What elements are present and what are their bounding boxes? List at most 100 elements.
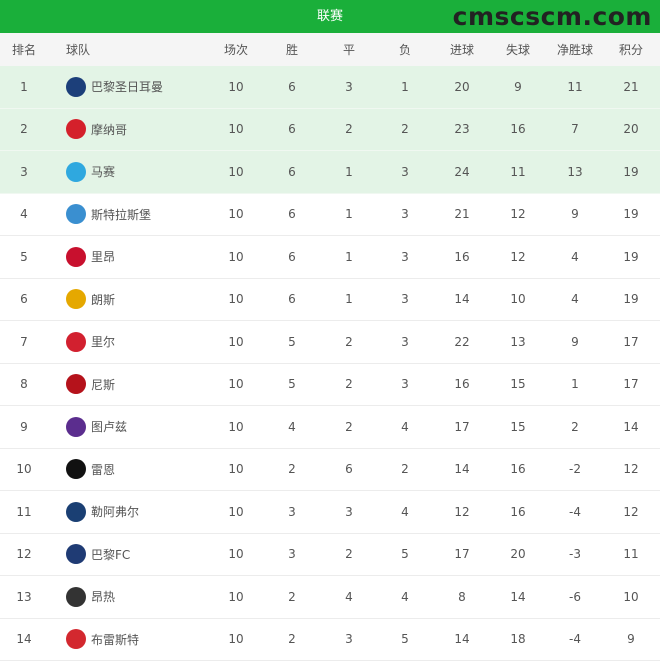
stat-w: 5 xyxy=(288,334,296,349)
stat-d: 1 xyxy=(345,292,353,307)
header-rank: 排名 xyxy=(11,43,36,57)
stat-w: 6 xyxy=(288,207,296,222)
stat-d: 1 xyxy=(345,164,353,179)
stat-gf: 14 xyxy=(454,462,470,477)
stat-gf: 16 xyxy=(454,377,470,392)
team-name: 斯特拉斯堡 xyxy=(91,207,152,222)
stat-ga: 14 xyxy=(510,589,526,604)
stat-p: 10 xyxy=(228,589,244,604)
stat-gd: 9 xyxy=(571,334,579,349)
stat-pts: 19 xyxy=(623,164,639,179)
team-name: 朗斯 xyxy=(91,292,116,307)
rank: 13 xyxy=(16,589,32,604)
stat-w: 6 xyxy=(288,249,296,264)
stat-p: 10 xyxy=(228,164,244,179)
team-name: 巴黎圣日耳曼 xyxy=(91,80,164,95)
table-row[interactable]: 9 图卢兹 10 4 2 4 17 15 2 14 xyxy=(0,406,660,449)
stat-p: 10 xyxy=(228,207,244,222)
stat-pts: 19 xyxy=(623,292,639,307)
team-cell[interactable]: 摩纳哥 xyxy=(66,119,127,140)
stat-d: 2 xyxy=(345,547,353,562)
team-cell[interactable]: 朗斯 xyxy=(66,289,116,310)
team-name: 马赛 xyxy=(91,165,116,180)
team-cell[interactable]: 斯特拉斯堡 xyxy=(66,204,152,225)
table-row[interactable]: 3 马赛 10 6 1 3 24 11 13 19 xyxy=(0,151,660,194)
team-logo-icon xyxy=(66,289,86,310)
stat-w: 5 xyxy=(288,377,296,392)
stat-pts: 19 xyxy=(623,249,639,264)
table-row[interactable]: 13 昂热 10 2 4 4 8 14 -6 10 xyxy=(0,576,660,619)
table-row[interactable]: 14 布雷斯特 10 2 3 5 14 18 -4 9 xyxy=(0,619,660,661)
team-logo-icon xyxy=(66,586,86,607)
stat-ga: 12 xyxy=(510,249,526,264)
table-row[interactable]: 6 朗斯 10 6 1 3 14 10 4 19 xyxy=(0,279,660,321)
team-cell[interactable]: 昂热 xyxy=(66,586,115,607)
stat-gf: 21 xyxy=(454,207,470,222)
stat-l: 4 xyxy=(401,419,409,434)
header-won: 胜 xyxy=(285,43,298,57)
stat-p: 10 xyxy=(228,462,244,477)
team-cell[interactable]: 巴黎圣日耳曼 xyxy=(66,76,164,97)
watermark: cmscscm.com xyxy=(452,2,652,31)
stat-d: 3 xyxy=(345,504,353,519)
team-cell[interactable]: 雷恩 xyxy=(66,459,115,480)
team-cell[interactable]: 里尔 xyxy=(66,331,115,352)
team-cell[interactable]: 里昂 xyxy=(66,246,115,267)
stat-gf: 22 xyxy=(454,334,470,349)
stat-d: 6 xyxy=(345,462,353,477)
stat-gd: 13 xyxy=(567,164,583,179)
stat-l: 5 xyxy=(401,547,409,562)
stat-w: 3 xyxy=(288,547,296,562)
stat-ga: 12 xyxy=(510,207,526,222)
table-row[interactable]: 7 里尔 10 5 2 3 22 13 9 17 xyxy=(0,321,660,364)
team-cell[interactable]: 巴黎FC xyxy=(66,544,130,565)
stat-w: 2 xyxy=(288,632,296,647)
stat-d: 1 xyxy=(345,207,353,222)
team-logo-icon xyxy=(66,161,86,182)
table-row[interactable]: 2 摩纳哥 10 6 2 2 23 16 7 20 xyxy=(0,108,660,151)
team-logo-icon xyxy=(66,246,86,267)
table-row[interactable]: 11 勒阿弗尔 10 3 3 4 12 16 -4 12 xyxy=(0,491,660,534)
stat-w: 2 xyxy=(288,462,296,477)
team-cell[interactable]: 图卢兹 xyxy=(66,416,127,437)
team-cell[interactable]: 马赛 xyxy=(66,161,116,182)
stat-ga: 20 xyxy=(510,547,526,562)
rank: 14 xyxy=(16,632,32,647)
table-row[interactable]: 12 巴黎FC 10 3 2 5 17 20 -3 11 xyxy=(0,534,660,576)
table-row[interactable]: 1 巴黎圣日耳曼 10 6 3 1 20 9 11 21 xyxy=(0,66,660,109)
team-name: 布雷斯特 xyxy=(91,632,140,647)
header-drawn: 平 xyxy=(342,43,355,57)
stat-l: 4 xyxy=(401,504,409,519)
table-row[interactable]: 4 斯特拉斯堡 10 6 1 3 21 12 9 19 xyxy=(0,194,660,236)
stat-gd: 9 xyxy=(571,207,579,222)
standings-table: 1 巴黎圣日耳曼 10 6 3 1 20 9 11 21 2 摩纳哥 10 6 2 2 23 16 7 20 3 马… xyxy=(0,66,660,661)
stat-gd: 7 xyxy=(571,122,579,137)
rank: 7 xyxy=(20,334,28,349)
stat-d: 2 xyxy=(345,334,353,349)
header-lost: 负 xyxy=(398,43,411,57)
team-cell[interactable]: 尼斯 xyxy=(66,374,115,395)
stat-gf: 23 xyxy=(454,122,470,137)
stat-gf: 17 xyxy=(454,547,470,562)
team-name: 勒阿弗尔 xyxy=(91,505,140,520)
header-team: 球队 xyxy=(66,43,91,57)
table-row[interactable]: 10 雷恩 10 2 6 2 14 16 -2 12 xyxy=(0,449,660,491)
stat-gf: 17 xyxy=(454,419,470,434)
team-logo-icon xyxy=(66,501,86,522)
stat-p: 10 xyxy=(228,79,244,94)
team-cell[interactable]: 布雷斯特 xyxy=(66,629,140,650)
header-goals-against: 失球 xyxy=(505,43,530,57)
stat-pts: 17 xyxy=(623,377,639,392)
stat-gd: 4 xyxy=(571,249,579,264)
team-cell[interactable]: 勒阿弗尔 xyxy=(66,501,140,522)
table-row[interactable]: 8 尼斯 10 5 2 3 16 15 1 17 xyxy=(0,364,660,406)
rank: 2 xyxy=(20,122,28,137)
stat-gf: 20 xyxy=(454,79,470,94)
stat-w: 6 xyxy=(288,79,296,94)
stat-gd: -4 xyxy=(569,632,581,647)
rank: 9 xyxy=(20,419,28,434)
stat-pts: 20 xyxy=(623,122,639,137)
table-row[interactable]: 5 里昂 10 6 1 3 16 12 4 19 xyxy=(0,236,660,279)
stat-w: 6 xyxy=(288,292,296,307)
stat-gd: 2 xyxy=(571,419,579,434)
